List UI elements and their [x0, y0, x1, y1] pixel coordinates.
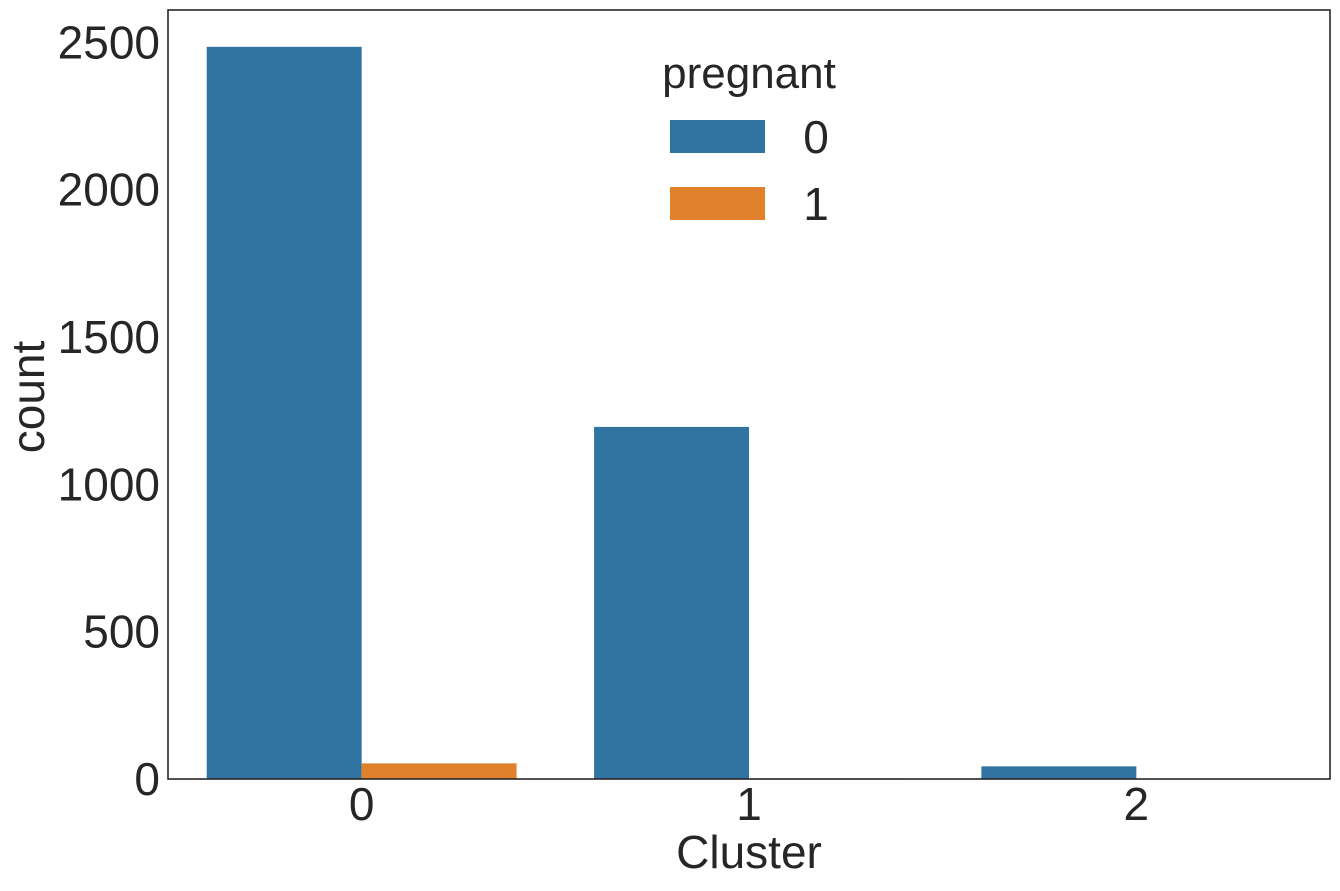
legend-swatch-0	[670, 120, 765, 153]
y-tick-label: 1500	[58, 311, 160, 363]
y-ticks: 0 500 1000 1500 2000 2500	[58, 16, 160, 805]
bars-layer	[206, 46, 1137, 779]
x-tick-label: 0	[349, 778, 375, 830]
y-tick-label: 0	[134, 753, 160, 805]
legend: pregnant 0 1	[662, 49, 836, 230]
x-axis-label: Cluster	[676, 826, 822, 878]
x-ticks: 0 1 2	[349, 778, 1149, 830]
bar-cluster-1-pregnant-0	[594, 426, 749, 779]
y-tick-label: 500	[83, 606, 160, 658]
legend-swatch-1	[670, 187, 765, 220]
legend-label-0: 0	[803, 111, 829, 163]
y-axis-label: count	[2, 341, 54, 454]
x-tick-label: 2	[1124, 778, 1150, 830]
legend-label-1: 1	[803, 178, 829, 230]
bar-cluster-0-pregnant-1	[361, 763, 517, 779]
plot-frame	[167, 9, 1331, 780]
y-tick-label: 2000	[58, 164, 160, 216]
bar-cluster-0-pregnant-0	[206, 46, 362, 779]
bar-cluster-2-pregnant-0	[981, 766, 1137, 779]
y-tick-label: 1000	[58, 458, 160, 510]
x-tick-label: 1	[736, 778, 762, 830]
y-tick-label: 2500	[58, 16, 160, 68]
legend-title: pregnant	[662, 49, 836, 98]
